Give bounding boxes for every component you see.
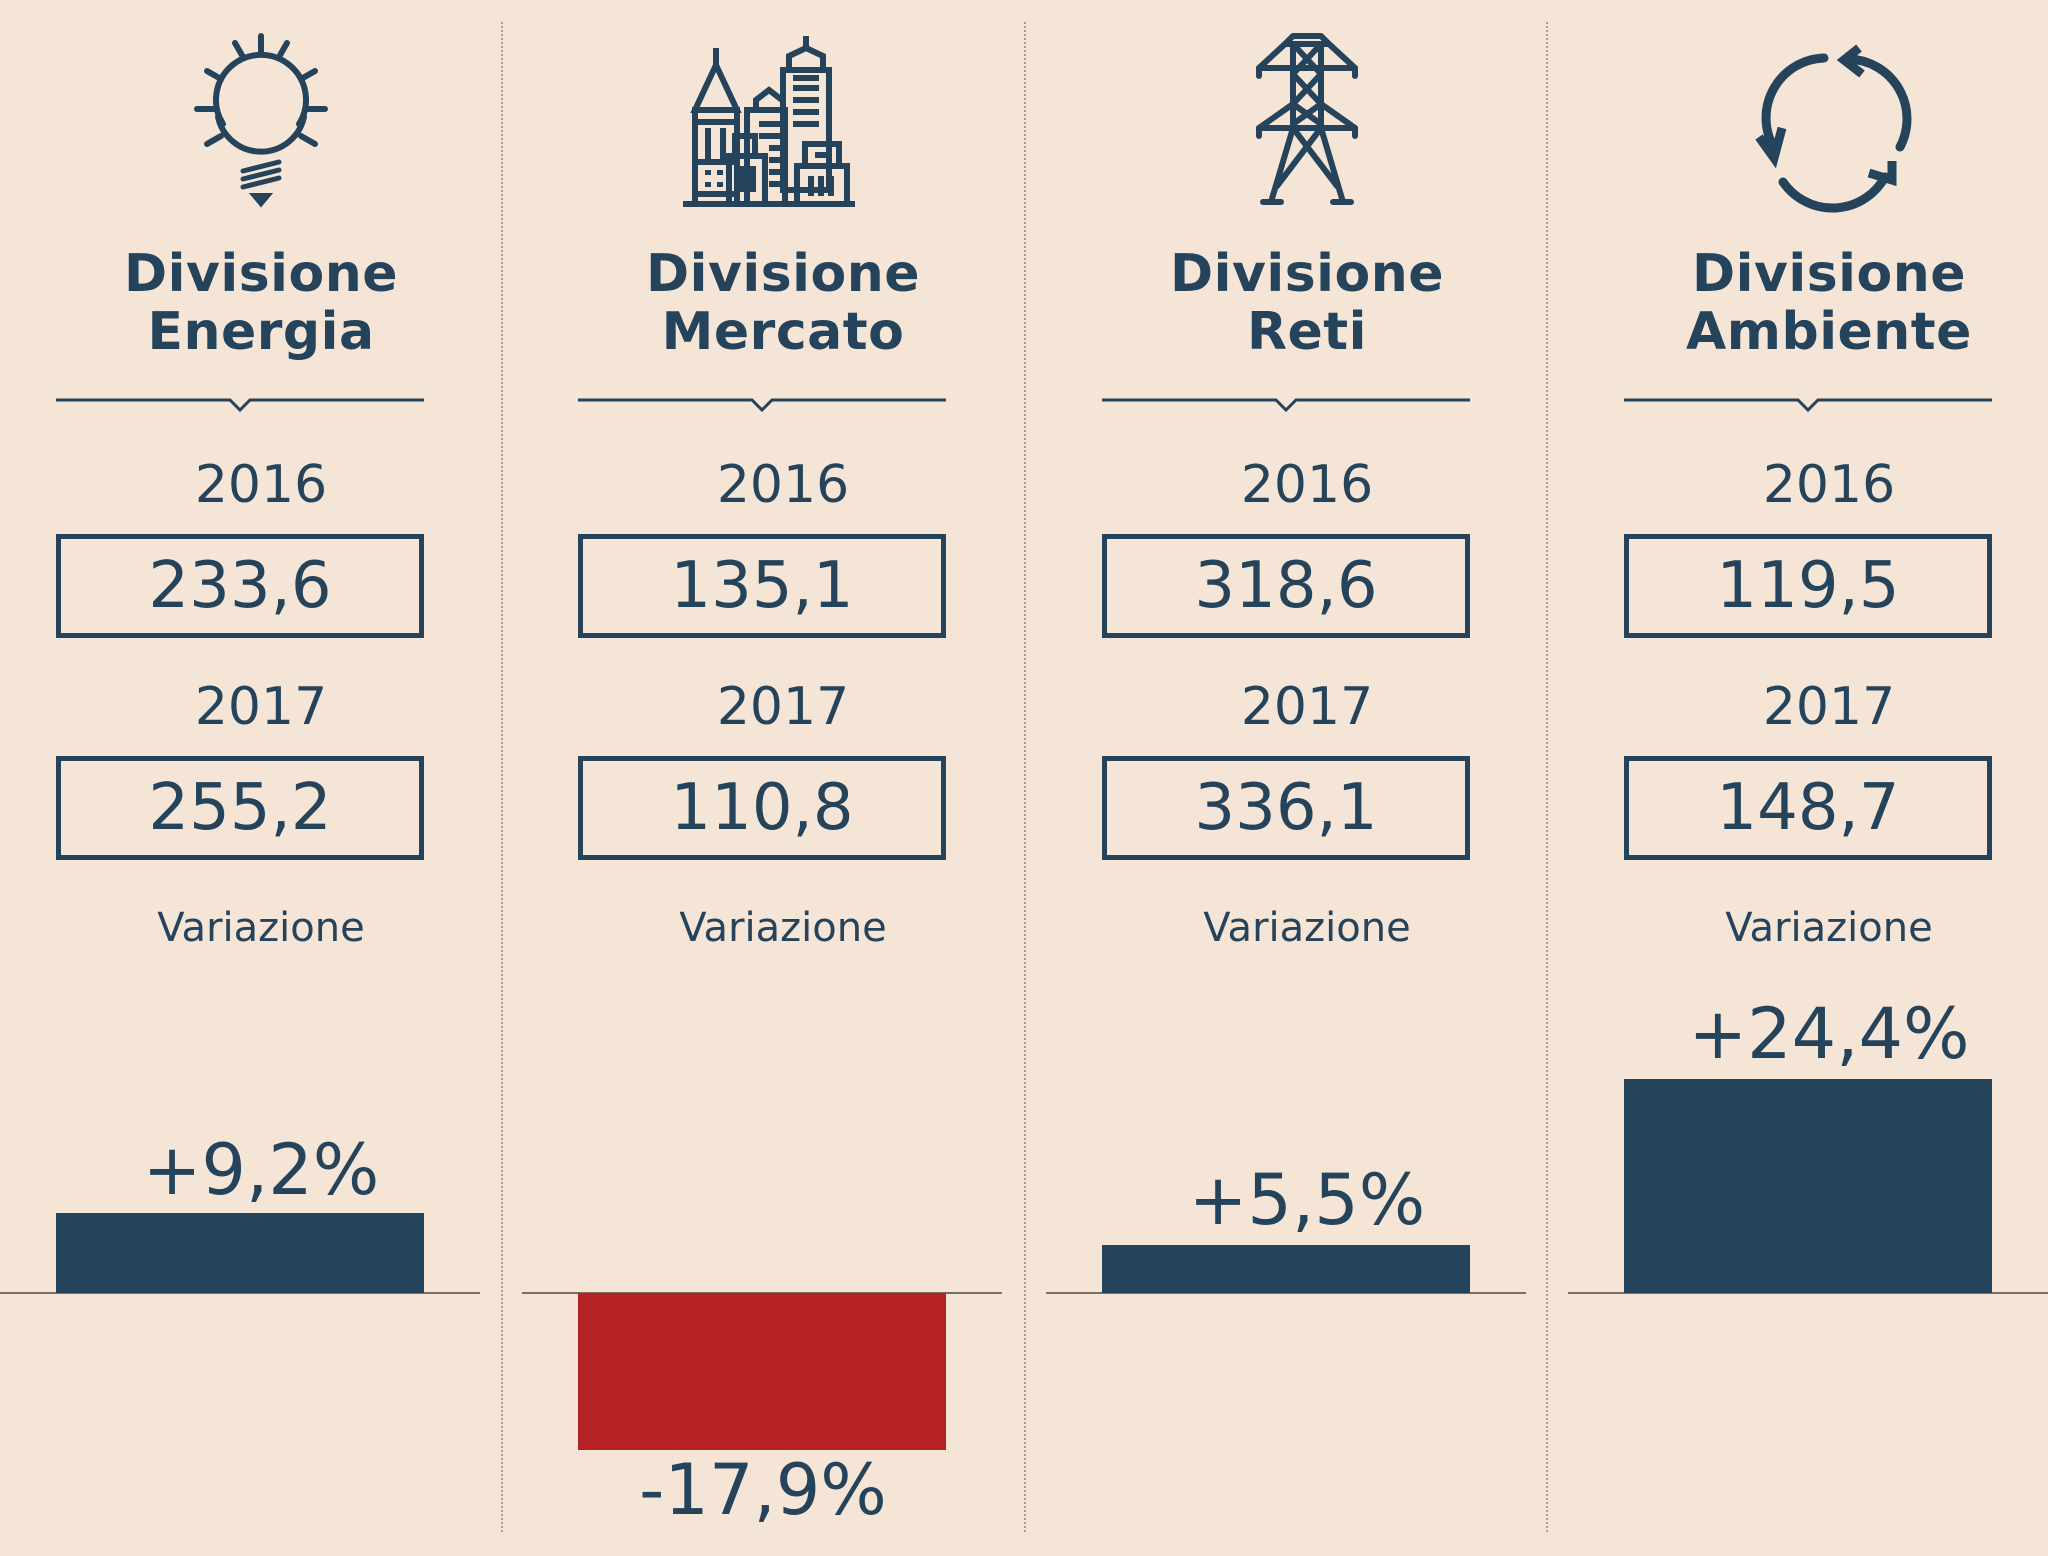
division-title: Divisione Mercato (522, 245, 1044, 361)
division-title: Divisione Ambiente (1568, 245, 2048, 361)
change-label: +24,4% (1688, 993, 1970, 1075)
value-box-2016: 119,5 (1624, 534, 1992, 638)
variation-label: Variazione (157, 905, 365, 951)
year-label-2017: 2017 (1762, 677, 1896, 737)
year-label-2017: 2017 (716, 677, 850, 737)
title-line-2: Energia (147, 302, 375, 362)
change-bar-negative (578, 1293, 946, 1450)
change-bar-positive (1102, 1245, 1470, 1293)
change-label: -17,9% (639, 1449, 887, 1531)
value-box-2017: 255,2 (56, 756, 424, 860)
title-line-2: Mercato (661, 302, 905, 362)
value-box-2016: 233,6 (56, 534, 424, 638)
zero-baseline (1046, 1292, 1526, 1294)
change-label: +5,5% (1188, 1159, 1426, 1241)
title-line-2: Ambiente (1686, 302, 1972, 362)
year-label-2016: 2016 (194, 455, 328, 515)
year-label-2017: 2017 (1240, 677, 1374, 737)
year-label-2016: 2016 (1240, 455, 1374, 515)
title-line-1: Divisione (646, 244, 920, 304)
chevron-divider-line (1624, 398, 1992, 412)
value-box-2016: 135,1 (578, 534, 946, 638)
division-column-ambiente: Divisione Ambiente 2016 119,5 2017 148,7… (1568, 0, 2048, 1556)
title-line-1: Divisione (1170, 244, 1444, 304)
division-title: Divisione Energia (0, 245, 522, 361)
column-divider (1546, 22, 1548, 1532)
lightbulb-icon (0, 20, 522, 220)
title-line-2: Reti (1247, 302, 1367, 362)
variation-label: Variazione (679, 905, 887, 951)
value-box-2017: 148,7 (1624, 756, 1992, 860)
division-title: Divisione Reti (1046, 245, 1568, 361)
year-label-2017: 2017 (194, 677, 328, 737)
title-line-1: Divisione (124, 244, 398, 304)
variation-label: Variazione (1725, 905, 1933, 951)
variation-label: Variazione (1203, 905, 1411, 951)
recycle-arrows-icon (1568, 20, 2048, 220)
change-label: +9,2% (142, 1129, 380, 1211)
zero-baseline (1568, 1292, 2048, 1294)
column-divider (1024, 22, 1026, 1532)
column-divider (501, 22, 503, 1532)
year-label-2016: 2016 (1762, 455, 1896, 515)
change-bar-positive (1624, 1079, 1992, 1293)
value-box-2016: 318,6 (1102, 534, 1470, 638)
value-box-2017: 336,1 (1102, 756, 1470, 860)
chevron-divider-line (578, 398, 946, 412)
division-column-mercato: Divisione Mercato 2016 135,1 2017 110,8 … (522, 0, 1044, 1556)
value-box-2017: 110,8 (578, 756, 946, 860)
change-bar-positive (56, 1213, 424, 1293)
year-label-2016: 2016 (716, 455, 850, 515)
chevron-divider-line (56, 398, 424, 412)
zero-baseline (0, 1292, 480, 1294)
power-pylon-icon (1046, 20, 1568, 220)
chevron-divider-line (1102, 398, 1470, 412)
division-column-energia: Divisione Energia 2016 233,6 2017 255,2 … (0, 0, 522, 1556)
title-line-1: Divisione (1692, 244, 1966, 304)
city-buildings-icon (522, 20, 1044, 220)
division-column-reti: Divisione Reti 2016 318,6 2017 336,1 Var… (1046, 0, 1568, 1556)
